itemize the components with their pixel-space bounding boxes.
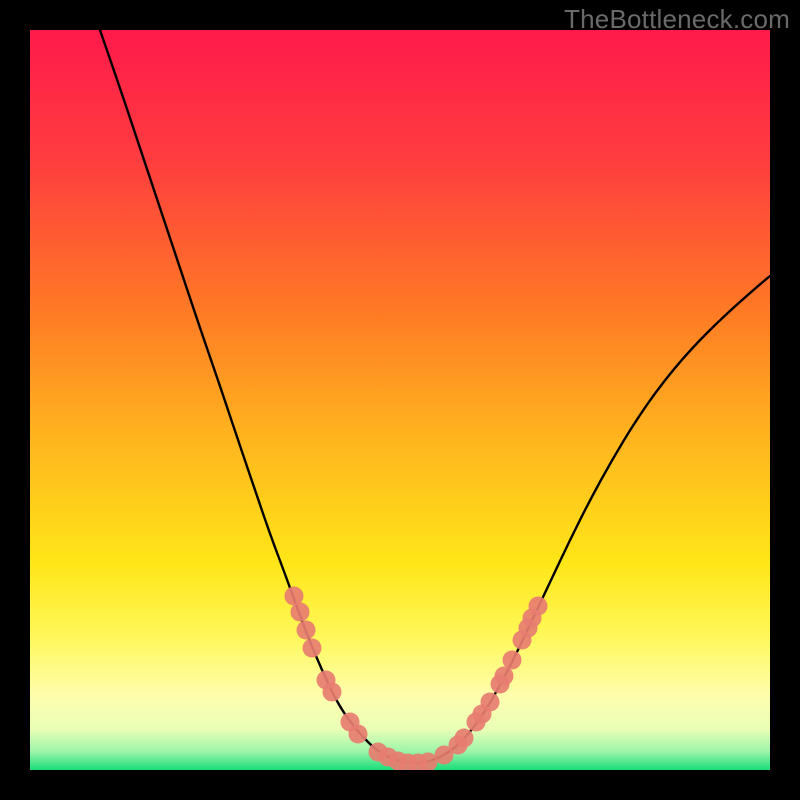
data-point: [349, 725, 368, 744]
data-point: [297, 621, 316, 640]
data-point: [303, 639, 322, 658]
watermark-text: TheBottleneck.com: [564, 4, 790, 35]
chart-stage: TheBottleneck.com: [0, 0, 800, 800]
data-point: [291, 603, 310, 622]
data-point: [455, 729, 474, 748]
data-point: [481, 693, 500, 712]
data-point: [503, 651, 522, 670]
data-point: [323, 683, 342, 702]
data-point: [529, 597, 548, 616]
bottleneck-chart: [0, 0, 800, 800]
plot-background: [30, 30, 770, 770]
